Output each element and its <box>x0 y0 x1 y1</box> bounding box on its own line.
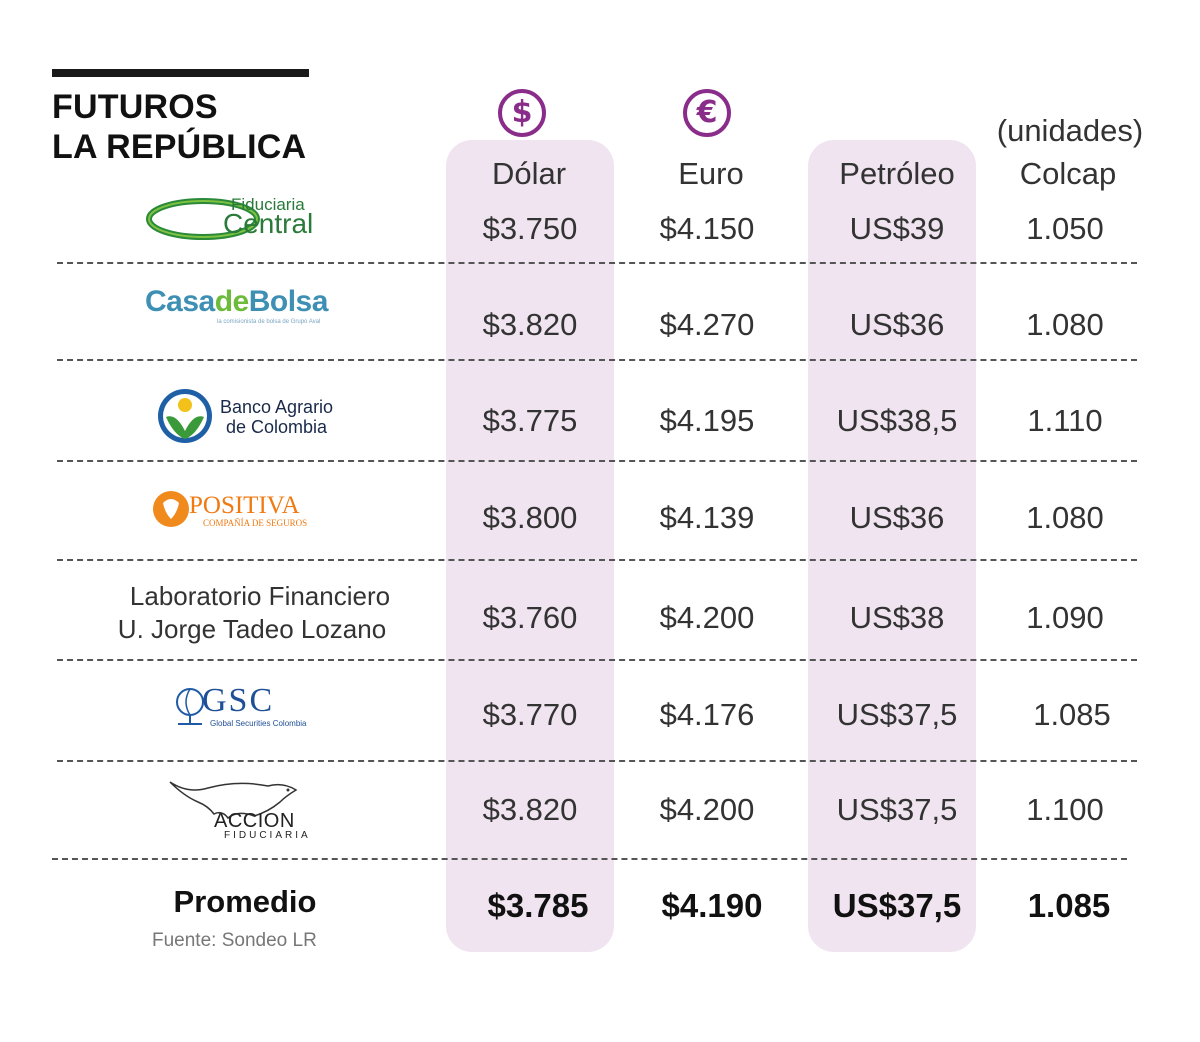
laboratorio-line-2: U. Jorge Tadeo Lozano <box>117 614 387 644</box>
cell-colcap-row-2: 1.080 <box>1026 307 1104 342</box>
title-line-2: LA REPÚBLICA <box>52 128 307 166</box>
positiva-logo: POSITIVA COMPAÑÍA DE SEGUROS <box>151 489 331 533</box>
row-divider-7 <box>52 858 1127 860</box>
accion-cheetah-icon <box>169 781 298 820</box>
casadebolsa-subtitle: la comisionista de bolsa de Grupo Aval <box>217 319 321 325</box>
cell-petroleo-row-3: US$38,5 <box>836 403 958 438</box>
positiva-emblem-icon <box>153 491 189 527</box>
banco-agrario-line-1: Banco Agrario <box>220 397 334 417</box>
fiduciaria-line-1: Fiduciaria <box>231 195 305 214</box>
cell-colcap-row-1: 1.050 <box>1026 211 1104 246</box>
banco-agrario-line-2: de Colombia <box>226 417 328 437</box>
accion-name: ACCION <box>214 810 295 832</box>
cell-colcap-row-7: 1.100 <box>1026 792 1104 827</box>
casadebolsa-casa: Casa <box>145 285 215 318</box>
source-note: Fuente: Sondeo LR <box>152 930 317 951</box>
cell-dolar-row-5: $3.760 <box>482 600 578 635</box>
cell-petroleo-row-2: US$36 <box>849 307 945 342</box>
dollar-circle-icon: $ <box>498 89 546 137</box>
fiduciaria-swoosh-icon <box>146 198 260 240</box>
title-line-1: FUTUROS <box>52 88 218 126</box>
row-divider-2 <box>57 359 1137 361</box>
average-euro: $4.190 <box>661 887 763 924</box>
cell-petroleo-row-1: US$39 <box>849 211 945 246</box>
cell-euro-row-5: $4.200 <box>659 600 755 635</box>
cell-petroleo-row-5: US$38 <box>849 600 945 635</box>
cell-euro-row-3: $4.195 <box>659 403 755 438</box>
cell-euro-row-7: $4.200 <box>659 792 755 827</box>
fiduciaria-central-logo: Fiduciaria Central <box>145 193 335 243</box>
gsc-name: GSC <box>202 682 275 719</box>
banco-agrario-logo: Banco Agrario de Colombia <box>156 387 336 447</box>
header-euro: Euro <box>678 156 744 191</box>
cell-euro-row-4: $4.139 <box>659 500 755 535</box>
row-divider-6 <box>57 760 1137 762</box>
laboratorio-line-1: Laboratorio Financiero <box>129 581 391 611</box>
euro-circle-icon: € <box>683 89 731 137</box>
cell-dolar-row-6: $3.770 <box>482 697 578 732</box>
header-dolar: Dólar <box>491 156 567 191</box>
gsc-logo: GSC Global Securities Colombia <box>172 682 312 732</box>
cell-dolar-row-1: $3.750 <box>482 211 578 246</box>
cell-euro-row-6: $4.176 <box>659 697 755 732</box>
casadebolsa-logo: CasadeBolsa la comisionista de bolsa de … <box>145 285 345 331</box>
accion-subtitle: FIDUCIARIA <box>224 830 311 841</box>
casadebolsa-de: de <box>214 285 250 318</box>
dolar-column-highlight <box>446 140 614 952</box>
cell-colcap-row-3: 1.110 <box>1027 403 1103 438</box>
cell-euro-row-2: $4.270 <box>659 307 755 342</box>
row-divider-5 <box>57 659 1137 661</box>
average-colcap: 1.085 <box>1027 887 1111 924</box>
average-petroleo: US$37,5 <box>832 887 962 924</box>
cell-petroleo-row-4: US$36 <box>849 500 945 535</box>
cell-dolar-row-4: $3.800 <box>482 500 578 535</box>
header-units-note: (unidades) <box>996 113 1144 148</box>
cell-colcap-row-6: 1.085 <box>1033 697 1111 732</box>
cell-colcap-row-5: 1.090 <box>1026 600 1104 635</box>
positiva-name: POSITIVA <box>189 492 300 519</box>
fiduciaria-line-2: Central <box>223 208 314 239</box>
cell-petroleo-row-6: US$37,5 <box>836 697 958 732</box>
cell-dolar-row-7: $3.820 <box>482 792 578 827</box>
row-divider-1 <box>57 262 1137 264</box>
gsc-subtitle: Global Securities Colombia <box>210 719 307 728</box>
petroleo-column-highlight <box>808 140 976 952</box>
row-divider-4 <box>57 559 1137 561</box>
cell-petroleo-row-7: US$37,5 <box>836 792 958 827</box>
accion-logo: ACCION FIDUCIARIA <box>168 776 318 842</box>
positiva-subtitle: COMPAÑÍA DE SEGUROS <box>203 518 308 528</box>
title-bar <box>52 69 309 77</box>
cell-euro-row-1: $4.150 <box>659 211 755 246</box>
average-label: Promedio <box>173 884 317 919</box>
cell-dolar-row-2: $3.820 <box>482 307 578 342</box>
header-colcap: Colcap <box>1019 156 1117 191</box>
header-petroleo: Petróleo <box>839 156 955 191</box>
average-dolar: $3.785 <box>487 887 589 924</box>
casadebolsa-bolsa: Bolsa <box>248 285 329 318</box>
cell-colcap-row-4: 1.080 <box>1026 500 1104 535</box>
row-divider-3 <box>57 460 1137 462</box>
banco-agrario-emblem-icon <box>158 389 212 443</box>
gsc-globe-icon <box>176 688 204 725</box>
cell-dolar-row-3: $3.775 <box>482 403 578 438</box>
